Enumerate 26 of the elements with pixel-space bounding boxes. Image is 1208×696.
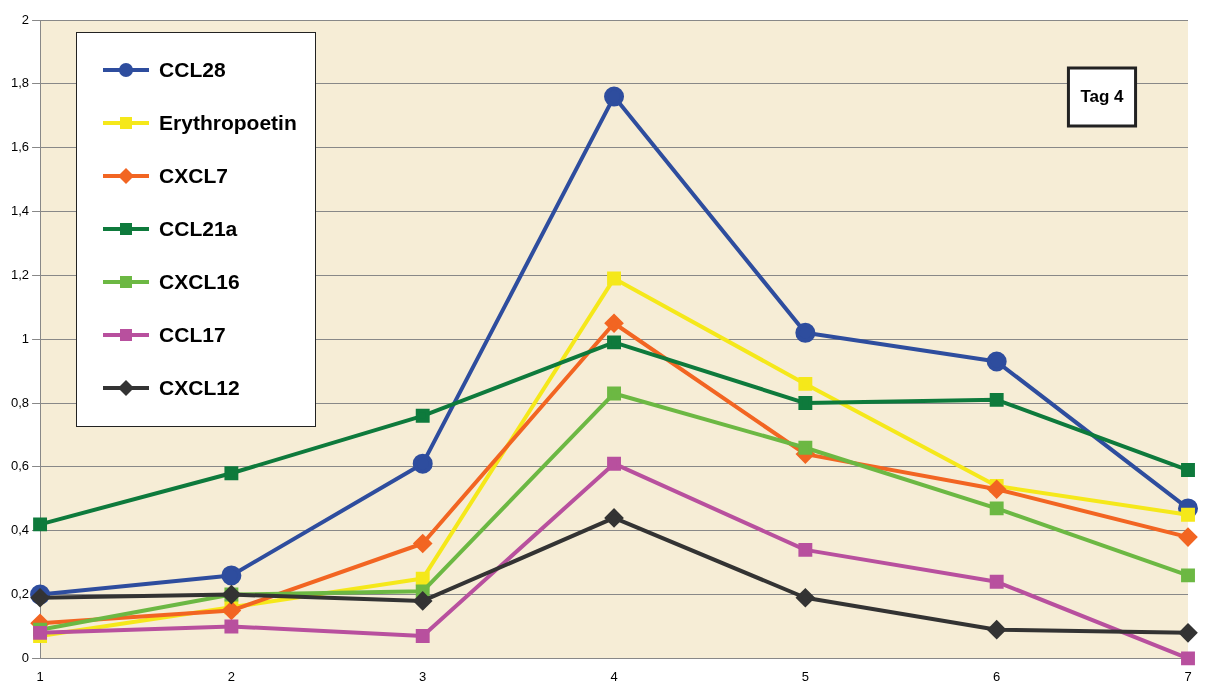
y-tick-label: 0,6: [10, 458, 30, 474]
y-tick-label: 0,8: [10, 394, 30, 410]
legend-label: CCL28: [159, 57, 226, 82]
y-tick-label: 0,2: [10, 586, 30, 602]
y-tick-label: 1,2: [10, 266, 30, 282]
x-tick-label: 3: [419, 668, 427, 684]
x-tick-label: 1: [36, 668, 44, 684]
y-tick-label: 1,8: [10, 75, 30, 91]
y-tick-label: 1,6: [10, 139, 30, 155]
legend-label: CXCL7: [159, 163, 228, 188]
x-tick-label: 4: [610, 668, 618, 684]
legend-label: CCL21a: [159, 216, 238, 241]
legend-label: Erythropoetin: [159, 110, 297, 135]
legend-label: CXCL16: [159, 269, 240, 294]
y-tick-label: 0,4: [10, 522, 30, 538]
x-tick-label: 2: [227, 668, 236, 684]
x-tick-label: 6: [993, 668, 1001, 684]
annotation: Tag 4: [1080, 86, 1125, 106]
y-tick-label: 1: [21, 330, 30, 346]
x-tick-label: 5: [801, 668, 809, 684]
y-tick-label: 1,4: [10, 203, 30, 219]
legend-label: CXCL12: [159, 375, 240, 400]
x-tick-label: 7: [1184, 668, 1192, 684]
y-tick-label: 0: [21, 649, 30, 665]
y-tick-label: 2: [21, 11, 30, 27]
legend-label: CCL17: [159, 322, 226, 347]
